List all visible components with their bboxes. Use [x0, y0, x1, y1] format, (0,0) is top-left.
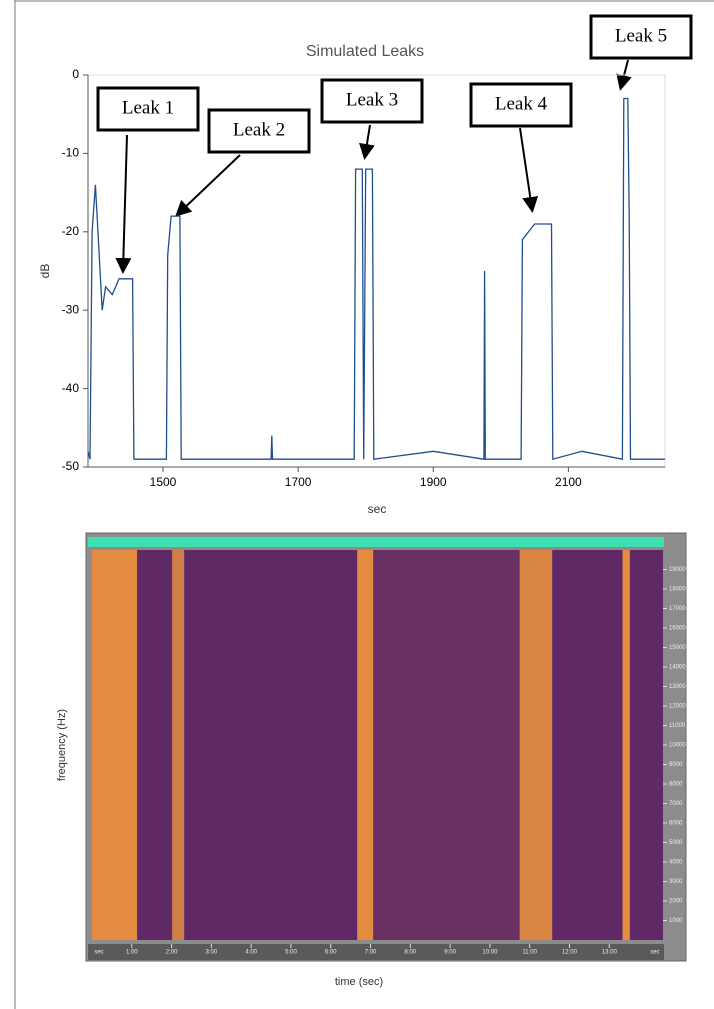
annotation-box	[469, 82, 573, 128]
y-tick-label: 9000	[669, 762, 683, 768]
x-tick-label: 2:00	[166, 950, 178, 956]
y-tick-label: 14000	[669, 665, 686, 671]
spectrogram-band	[172, 550, 185, 940]
y-tick-label: 7000	[669, 801, 683, 807]
annotation: Leak 4	[469, 82, 573, 213]
x-tick-label: 11:00	[522, 950, 537, 956]
annotation-box	[96, 86, 200, 132]
x-tick-label: 2100	[555, 475, 582, 489]
spectrogram-band	[137, 550, 173, 940]
y-tick-label: -50	[62, 459, 80, 473]
y-tick-label: -20	[62, 224, 80, 238]
annotation-label: Leak 5	[615, 25, 667, 46]
x-axis-label: sec	[368, 502, 387, 516]
y-tick-label: 13000	[669, 684, 686, 690]
annotation-label: Leak 2	[233, 119, 285, 140]
x-tick-label: 5:00	[285, 950, 297, 956]
y-tick-label: 12000	[669, 704, 686, 710]
y-axis-label: dB	[38, 264, 52, 279]
progress-bar	[88, 537, 664, 547]
y-tick-label: 1000	[669, 918, 683, 924]
spectrogram-band	[357, 550, 374, 940]
y-tick-label: 15000	[669, 645, 686, 651]
y-tick-label: -10	[62, 146, 80, 160]
x-tick-label: 7:00	[365, 950, 377, 956]
y-tick-label: 16000	[669, 626, 686, 632]
x-tick-label: 1900	[420, 475, 447, 489]
y-tick-label: 3000	[669, 879, 683, 885]
y-tick-label: 0	[72, 67, 79, 81]
x-tick-label: 4:00	[245, 950, 257, 956]
x-tick-label: 8:00	[404, 950, 416, 956]
spectrogram-band	[622, 550, 630, 940]
annotation-arrow	[616, 59, 632, 91]
data-line	[87, 97, 665, 461]
annotation: Leak 5	[589, 14, 693, 91]
annotation: Leak 1	[96, 86, 200, 274]
annotation-arrow	[519, 127, 539, 213]
annotation-arrow	[175, 154, 241, 217]
annotation-label: Leak 3	[346, 89, 398, 110]
annotation-arrow	[115, 134, 132, 274]
y-tick-label: 10000	[669, 743, 686, 749]
x-axis-label: time (sec)	[335, 976, 383, 988]
x-tick-label: 6:00	[325, 950, 337, 956]
x-unit-label: sec	[650, 950, 659, 956]
y-tick-label: -40	[62, 381, 80, 395]
y-tick-label: 18000	[669, 587, 686, 593]
annotation-label: Leak 1	[122, 97, 174, 118]
x-tick-label: 1500	[150, 475, 177, 489]
x-tick-label: 1:00	[126, 950, 138, 956]
annotation-box	[320, 78, 424, 124]
spectrogram-band	[552, 550, 623, 940]
annotation: Leak 3	[320, 78, 424, 160]
x-tick-label: 12:00	[562, 950, 578, 956]
x-tick-label: 1700	[285, 475, 312, 489]
y-tick-label: 6000	[669, 821, 683, 827]
x-tick-label: 10:00	[482, 950, 498, 956]
y-tick-label: 19000	[669, 567, 686, 573]
x-unit-label: sec	[94, 950, 103, 956]
y-tick-label: 2000	[669, 899, 683, 905]
annotation-label: Leak 4	[495, 93, 548, 114]
spectrogram-band	[184, 550, 358, 940]
annotation-box	[207, 108, 311, 154]
spectrogram-band	[373, 550, 520, 940]
y-tick-label: 5000	[669, 840, 683, 846]
x-tick-label: 9:00	[444, 950, 456, 956]
x-tick-label: 3:00	[206, 950, 218, 956]
annotation-arrow	[359, 124, 375, 160]
spectrogram-band	[629, 550, 663, 940]
x-tick-label: 13:00	[602, 950, 618, 956]
chart-title: Simulated Leaks	[306, 43, 424, 60]
annotation: Leak 2	[175, 108, 311, 217]
spectrogram-band	[519, 550, 553, 940]
spectrogram-band	[92, 550, 138, 940]
y-tick-label: -30	[62, 302, 80, 316]
annotation-box	[589, 14, 693, 60]
y-axis-label: frequency (Hz)	[56, 709, 68, 781]
y-tick-label: 17000	[669, 606, 686, 612]
y-tick-label: 11000	[669, 723, 686, 729]
time-bar	[88, 944, 664, 960]
y-tick-label: 4000	[669, 860, 683, 866]
y-tick-label: 8000	[669, 782, 683, 788]
